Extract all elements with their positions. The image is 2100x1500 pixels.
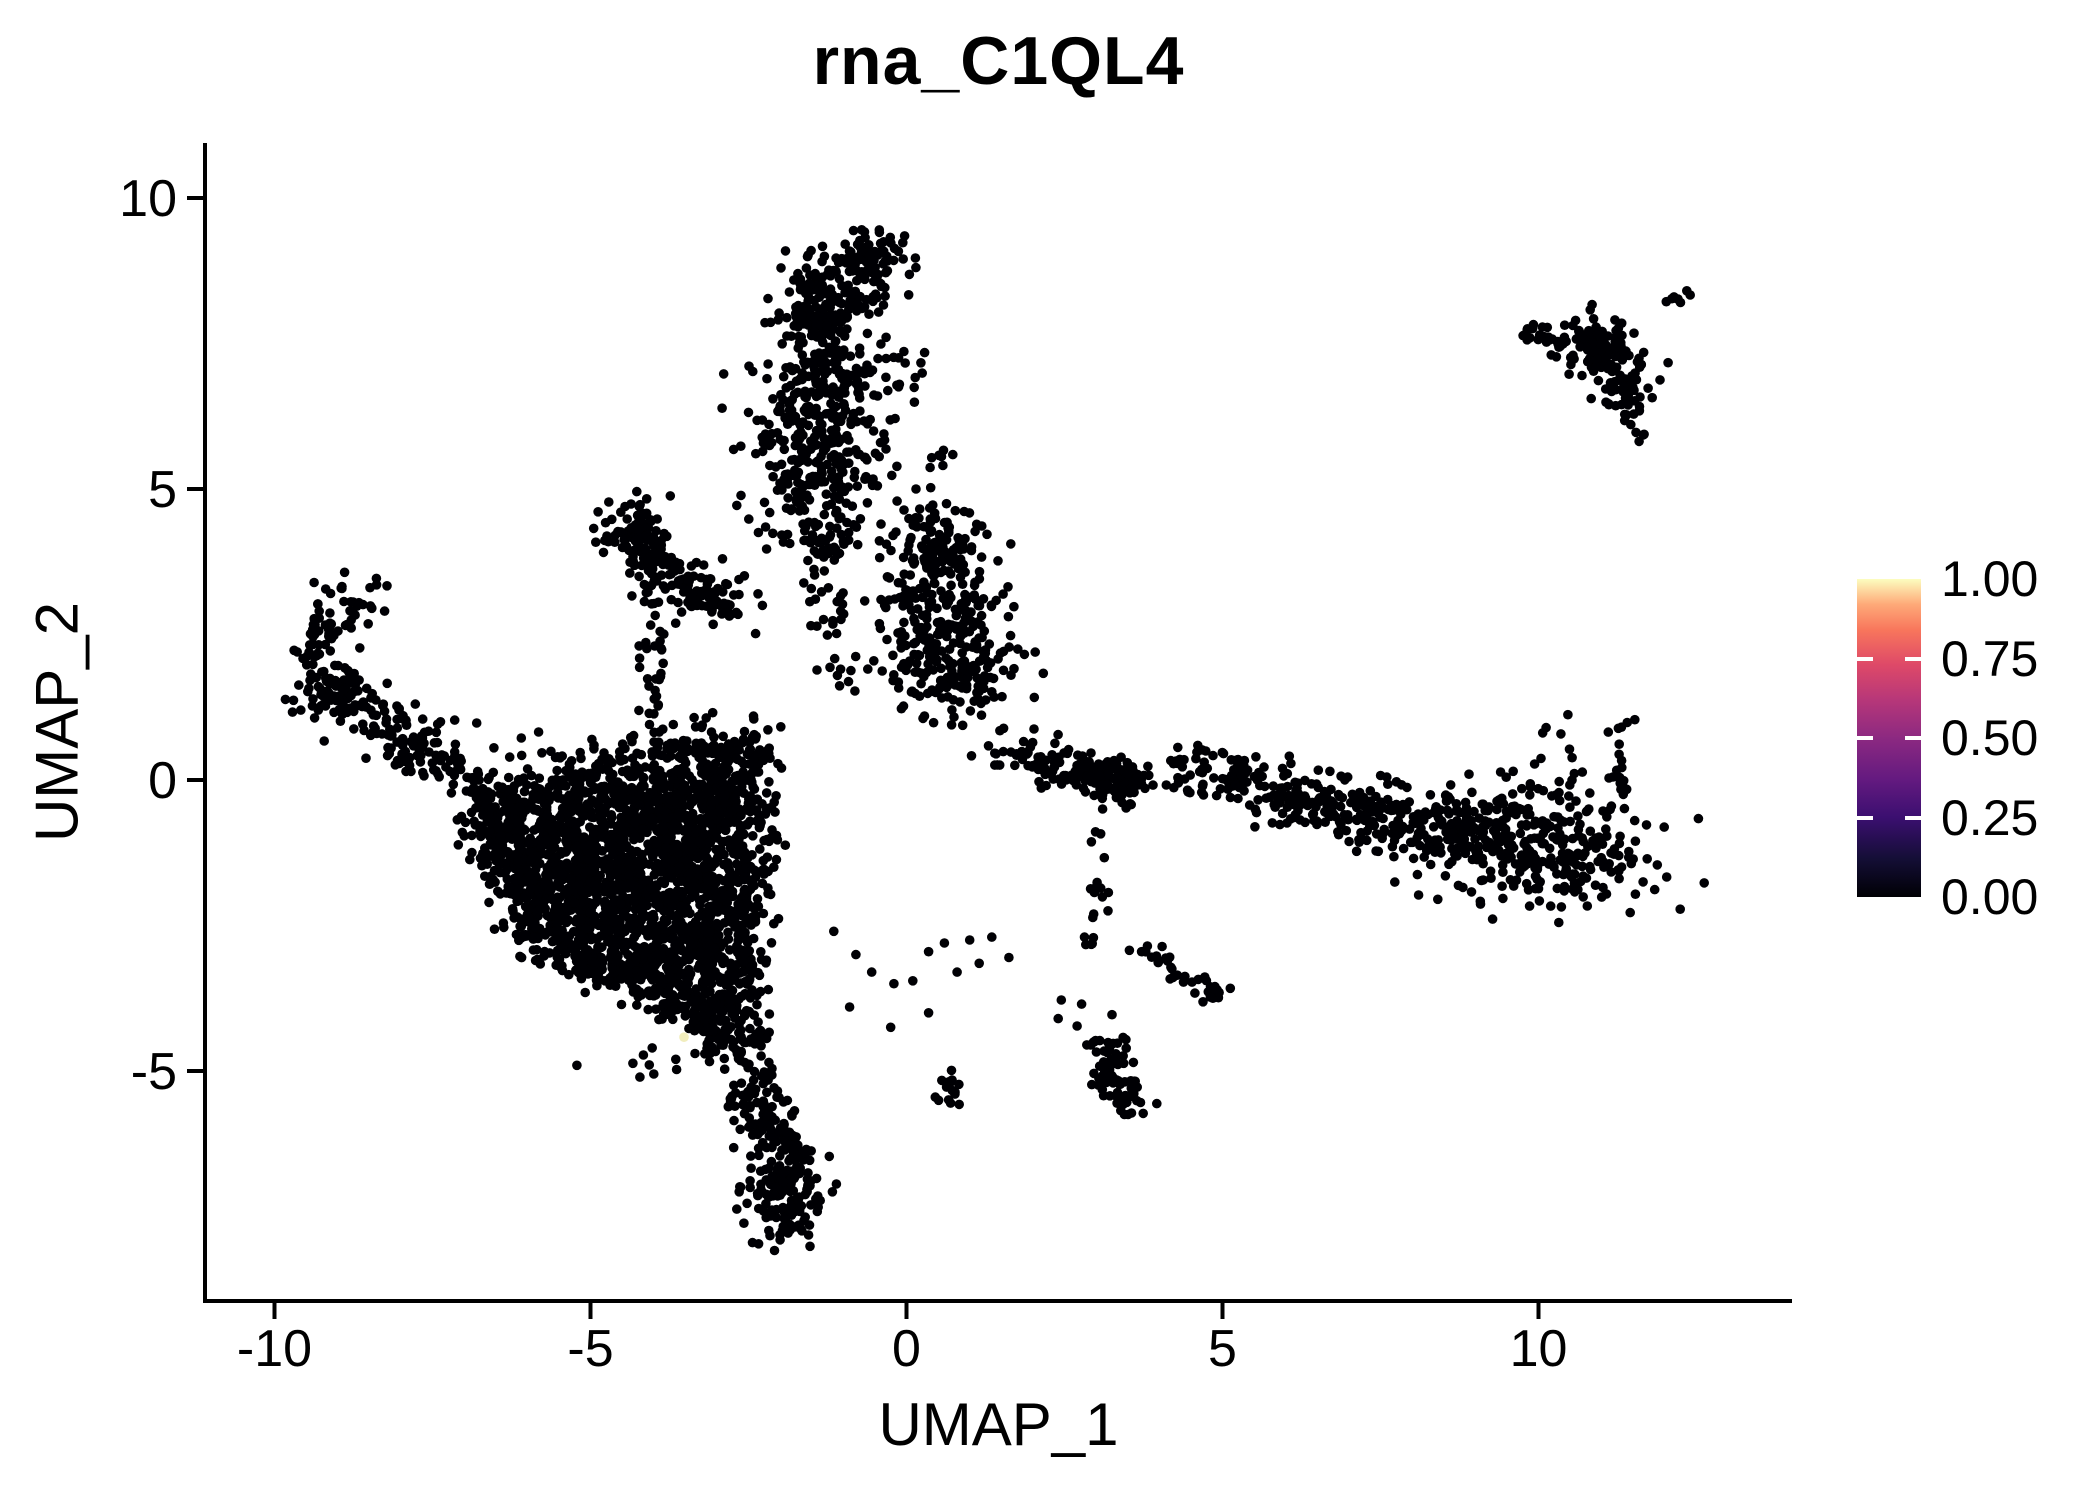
scatter-points [280, 225, 1709, 1256]
data-point [908, 976, 918, 986]
y-tick-label: 0 [148, 752, 177, 810]
data-point [1382, 772, 1392, 782]
data-point [1325, 766, 1335, 777]
x-tick-label: -10 [237, 1320, 312, 1378]
highlight-point [679, 1032, 689, 1042]
data-point [964, 935, 975, 945]
data-point [885, 1022, 896, 1033]
plot-title: rna_C1QL4 [812, 23, 1185, 99]
y-tick-label: 5 [148, 461, 177, 519]
data-point [987, 932, 997, 942]
data-point [923, 946, 934, 957]
axes-layer: -10 -5 0 5 10 10 5 0 -5 [119, 143, 1792, 1378]
data-point [1076, 999, 1087, 1009]
data-point [1056, 995, 1067, 1005]
x-tick-label: 10 [1510, 1320, 1568, 1378]
x-tick-label: 0 [892, 1320, 921, 1378]
data-point [757, 600, 768, 611]
data-point [952, 967, 962, 977]
y-axis-title: UMAP_2 [23, 601, 91, 843]
x-tick-label: 5 [1208, 1320, 1237, 1378]
data-point [844, 1002, 855, 1012]
data-point [974, 958, 984, 969]
data-point [866, 967, 877, 977]
data-point [1004, 952, 1014, 963]
data-point [1053, 1013, 1063, 1024]
x-tick-label: -5 [567, 1320, 613, 1378]
y-tick-label: -5 [131, 1043, 177, 1101]
data-point [753, 589, 763, 599]
data-point [829, 926, 839, 937]
data-point [471, 718, 482, 728]
data-point [911, 484, 921, 494]
data-point [1541, 722, 1551, 733]
data-point [1464, 769, 1474, 779]
data-point [889, 978, 899, 989]
data-point [939, 938, 950, 948]
data-point [1508, 766, 1518, 777]
data-point [923, 1008, 934, 1018]
data-point [1277, 763, 1288, 774]
y-tick-label: 10 [119, 170, 177, 228]
x-axis-title: UMAP_1 [878, 1391, 1119, 1458]
data-point [851, 949, 861, 960]
